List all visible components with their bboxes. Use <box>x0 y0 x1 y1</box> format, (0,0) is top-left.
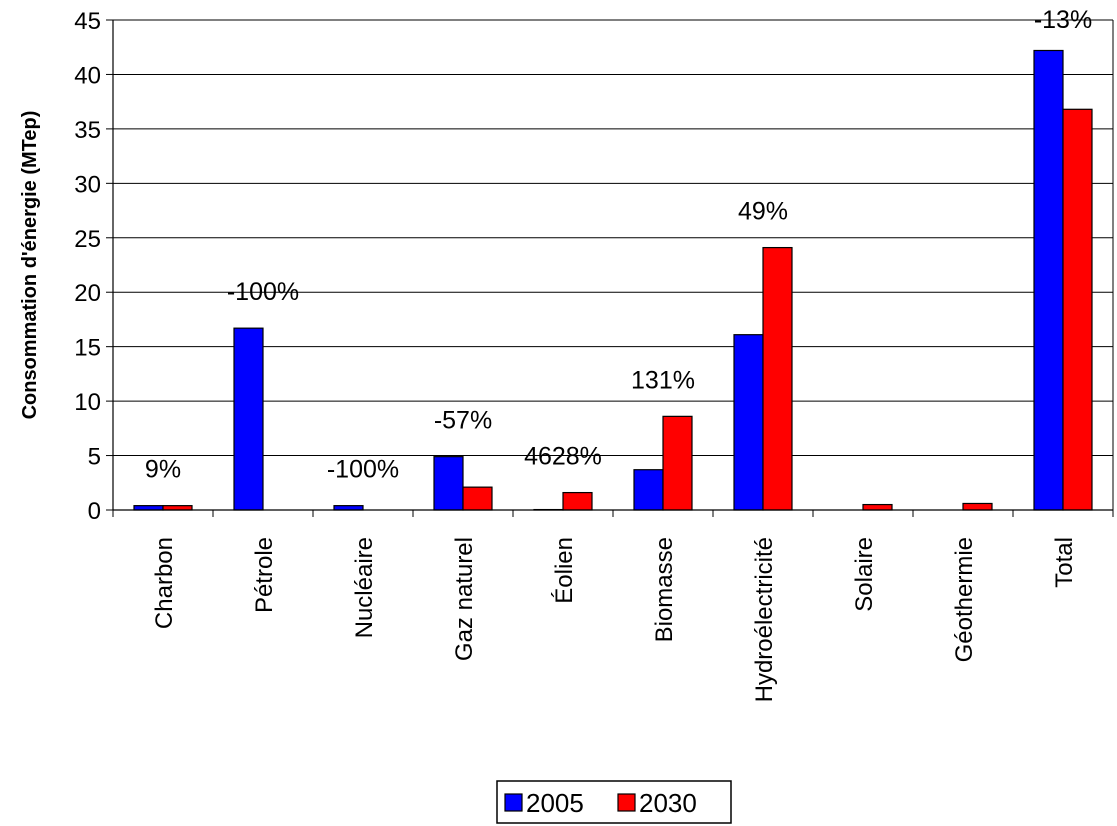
percent-change-label: -100% <box>227 278 299 306</box>
y-tick-label: 40 <box>74 62 101 89</box>
y-tick-label: 10 <box>74 389 101 416</box>
percent-change-label: -57% <box>434 407 492 435</box>
y-tick-label: 15 <box>74 335 101 362</box>
bar-2030-8 <box>962 502 993 511</box>
bar-2030-4 <box>562 491 593 511</box>
bar-2005-3 <box>433 456 464 511</box>
percent-change-label: 49% <box>738 198 788 226</box>
bar-2005-1 <box>233 327 264 511</box>
percent-annotations: 9% -100% -100% -57% 4628% 131% 49% -13% <box>145 6 1092 484</box>
y-tick-label: 20 <box>74 280 101 307</box>
bar-2030-7 <box>862 503 893 511</box>
bar-2005-5 <box>633 469 664 511</box>
percent-change-label: 9% <box>145 456 181 484</box>
gridlines <box>113 19 1113 457</box>
percent-change-label: -100% <box>327 456 399 484</box>
category-label: Éolien <box>551 537 578 604</box>
bars <box>133 49 1093 511</box>
bar-2030-9 <box>1062 108 1093 511</box>
y-tick-label: 5 <box>88 444 101 471</box>
y-tick-label: 30 <box>74 171 101 198</box>
percent-change-label: 131% <box>631 366 695 394</box>
category-label: Charbon <box>151 537 178 629</box>
category-label: Gaz naturel <box>451 537 478 661</box>
bar-2005-2 <box>333 505 364 511</box>
y-tick-label: 45 <box>74 8 101 35</box>
y-tick-label: 25 <box>74 226 101 253</box>
y-tick-labels: 0 5 10 15 20 25 30 35 40 45 <box>74 8 101 525</box>
category-label: Biomasse <box>651 537 678 642</box>
category-label: Pétrole <box>251 537 278 613</box>
category-label: Total <box>1051 537 1078 588</box>
bar-2005-9 <box>1033 49 1064 511</box>
y-tick-label: 35 <box>74 117 101 144</box>
percent-change-label: -13% <box>1034 6 1092 34</box>
legend-box <box>496 780 732 824</box>
bar-2030-6 <box>762 246 793 511</box>
legend: 2005 2030 <box>496 780 732 824</box>
category-label: Solaire <box>851 537 878 612</box>
category-label: Nucléaire <box>351 537 378 638</box>
legend-label-2005: 2005 <box>526 788 584 818</box>
bar-2030-0 <box>162 505 193 511</box>
legend-swatch-2005 <box>504 793 523 812</box>
bar-2030-5 <box>662 415 693 511</box>
bar-2005-0 <box>133 505 164 511</box>
category-label: Hydroélectricité <box>751 537 778 702</box>
category-labels: Charbon Pétrole Nucléaire Gaz naturel Éolien… <box>151 537 1078 702</box>
bar-2030-3 <box>462 486 493 511</box>
y-tick-label: 0 <box>88 498 101 525</box>
axes <box>106 19 1114 517</box>
legend-swatch-2030 <box>617 793 636 812</box>
percent-change-label: 4628% <box>524 443 602 471</box>
category-label: Géothermie <box>951 537 978 662</box>
legend-label-2030: 2030 <box>639 788 697 818</box>
bar-2005-6 <box>733 334 764 511</box>
y-axis-label: Consommation d'énergie (MTep) <box>19 111 41 420</box>
